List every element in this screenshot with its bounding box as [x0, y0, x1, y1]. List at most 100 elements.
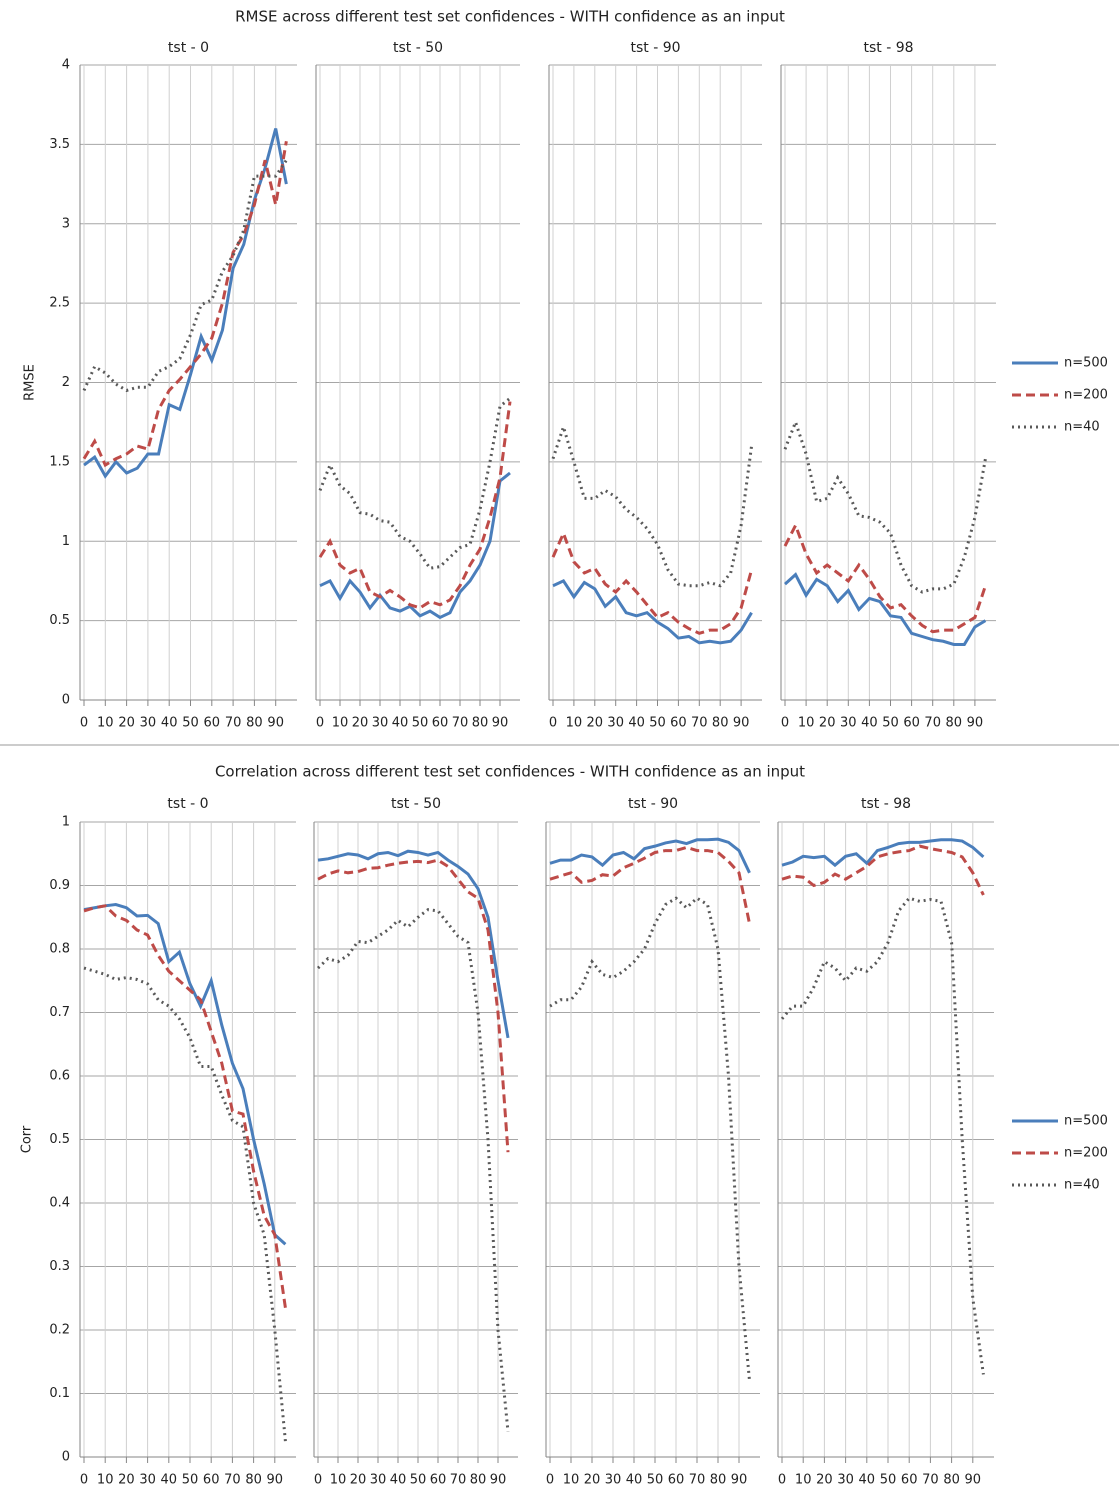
x-tick-label: 0: [80, 1473, 88, 1488]
x-tick-label: 10: [563, 1473, 580, 1488]
x-tick-label: 70: [450, 1473, 467, 1488]
panel-title: tst - 90: [630, 40, 680, 56]
y-tick-label: 2: [62, 375, 70, 390]
series-line: [551, 529, 753, 635]
y-tick-label: 3.5: [49, 137, 70, 152]
x-tick-label: 40: [161, 1473, 178, 1488]
x-tick-label: 0: [80, 716, 88, 731]
series-line: [551, 421, 754, 588]
x-tick-label: 70: [452, 716, 469, 731]
x-tick-label: 70: [691, 716, 708, 731]
x-tick-label: 30: [605, 1473, 622, 1488]
x-tick-label: 60: [204, 716, 221, 731]
y-tick-label: 0.5: [49, 613, 70, 628]
x-tick-label: 30: [840, 716, 857, 731]
panel-title: tst - 50: [391, 796, 441, 812]
x-tick-label: 30: [372, 716, 389, 731]
x-tick-label: 20: [816, 1473, 833, 1488]
legend-label: n=40: [1064, 420, 1100, 435]
x-tick-label: 90: [967, 716, 984, 731]
series-line: [783, 521, 987, 634]
x-tick-label: 90: [733, 716, 750, 731]
series-line: [317, 858, 510, 1153]
series-line: [552, 579, 753, 645]
x-tick-label: 30: [607, 716, 624, 731]
series-line: [318, 401, 512, 610]
x-tick-label: 60: [432, 716, 449, 731]
panel-title: tst - 98: [861, 796, 911, 812]
x-tick-label: 10: [330, 1473, 347, 1488]
x-tick-label: 40: [392, 716, 409, 731]
x-tick-label: 80: [245, 1473, 262, 1488]
x-tick-label: 10: [332, 716, 349, 731]
x-tick-label: 10: [795, 1473, 812, 1488]
x-tick-label: 60: [903, 716, 920, 731]
y-tick-label: 0.6: [49, 1069, 70, 1084]
y-tick-label: 0.7: [49, 1005, 70, 1020]
x-tick-label: 30: [370, 1473, 387, 1488]
x-tick-label: 20: [584, 1473, 601, 1488]
panel-title: tst - 0: [167, 796, 208, 812]
y-tick-label: 0.8: [49, 942, 70, 957]
x-tick-label: 80: [246, 716, 263, 731]
x-tick-label: 0: [546, 1473, 554, 1488]
y-tick-label: 0.1: [49, 1386, 70, 1401]
y-axis-label: Corr: [20, 1125, 35, 1153]
legend-label: n=200: [1064, 1146, 1108, 1161]
x-tick-label: 80: [470, 1473, 487, 1488]
series-line: [317, 849, 510, 1039]
x-tick-label: 50: [882, 716, 899, 731]
x-tick-label: 20: [118, 716, 135, 731]
y-tick-label: 4: [62, 58, 70, 73]
x-tick-label: 40: [628, 716, 645, 731]
x-tick-label: 70: [922, 1473, 939, 1488]
x-tick-label: 20: [819, 716, 836, 731]
y-axis-label: RMSE: [23, 364, 38, 401]
series-line: [549, 837, 751, 874]
x-tick-label: 10: [798, 716, 815, 731]
y-tick-label: 1: [62, 534, 70, 549]
series-line: [83, 903, 287, 1246]
series-line: [783, 572, 987, 646]
x-tick-label: 30: [140, 716, 157, 731]
x-tick-label: 80: [946, 716, 963, 731]
x-tick-label: 50: [182, 716, 199, 731]
x-tick-label: 40: [859, 1473, 876, 1488]
chart-title: RMSE across different test set confidenc…: [235, 8, 785, 26]
x-tick-label: 50: [880, 1473, 897, 1488]
x-tick-label: 40: [626, 1473, 643, 1488]
y-tick-label: 0.3: [49, 1259, 70, 1274]
series-line: [316, 908, 510, 1432]
series-line: [781, 844, 985, 896]
panel-title: tst - 98: [863, 40, 913, 56]
y-tick-label: 0: [62, 693, 70, 708]
x-tick-label: 90: [267, 1473, 284, 1488]
panel-title: tst - 90: [628, 796, 678, 812]
legend-label: n=200: [1064, 388, 1108, 403]
series-line: [82, 140, 288, 468]
x-tick-label: 90: [492, 716, 509, 731]
x-tick-label: 90: [965, 1473, 982, 1488]
x-tick-label: 20: [118, 1473, 135, 1488]
x-tick-label: 20: [587, 716, 604, 731]
x-tick-label: 50: [647, 1473, 664, 1488]
x-tick-label: 70: [924, 716, 941, 731]
x-tick-label: 10: [97, 1473, 114, 1488]
x-tick-label: 50: [410, 1473, 427, 1488]
x-tick-label: 60: [430, 1473, 447, 1488]
x-tick-label: 80: [710, 1473, 727, 1488]
x-tick-label: 70: [224, 1473, 241, 1488]
legend-label: n=500: [1064, 356, 1108, 371]
y-tick-label: 0.4: [49, 1196, 70, 1211]
y-tick-label: 2.5: [49, 296, 70, 311]
series-line: [781, 838, 985, 868]
panel-title: tst - 50: [393, 40, 443, 56]
x-tick-label: 40: [161, 716, 178, 731]
x-tick-label: 60: [203, 1473, 220, 1488]
x-tick-label: 0: [781, 716, 789, 731]
y-tick-label: 0.5: [49, 1132, 70, 1147]
x-tick-label: 90: [490, 1473, 507, 1488]
series-line: [780, 896, 985, 1375]
series-line: [549, 896, 751, 1381]
